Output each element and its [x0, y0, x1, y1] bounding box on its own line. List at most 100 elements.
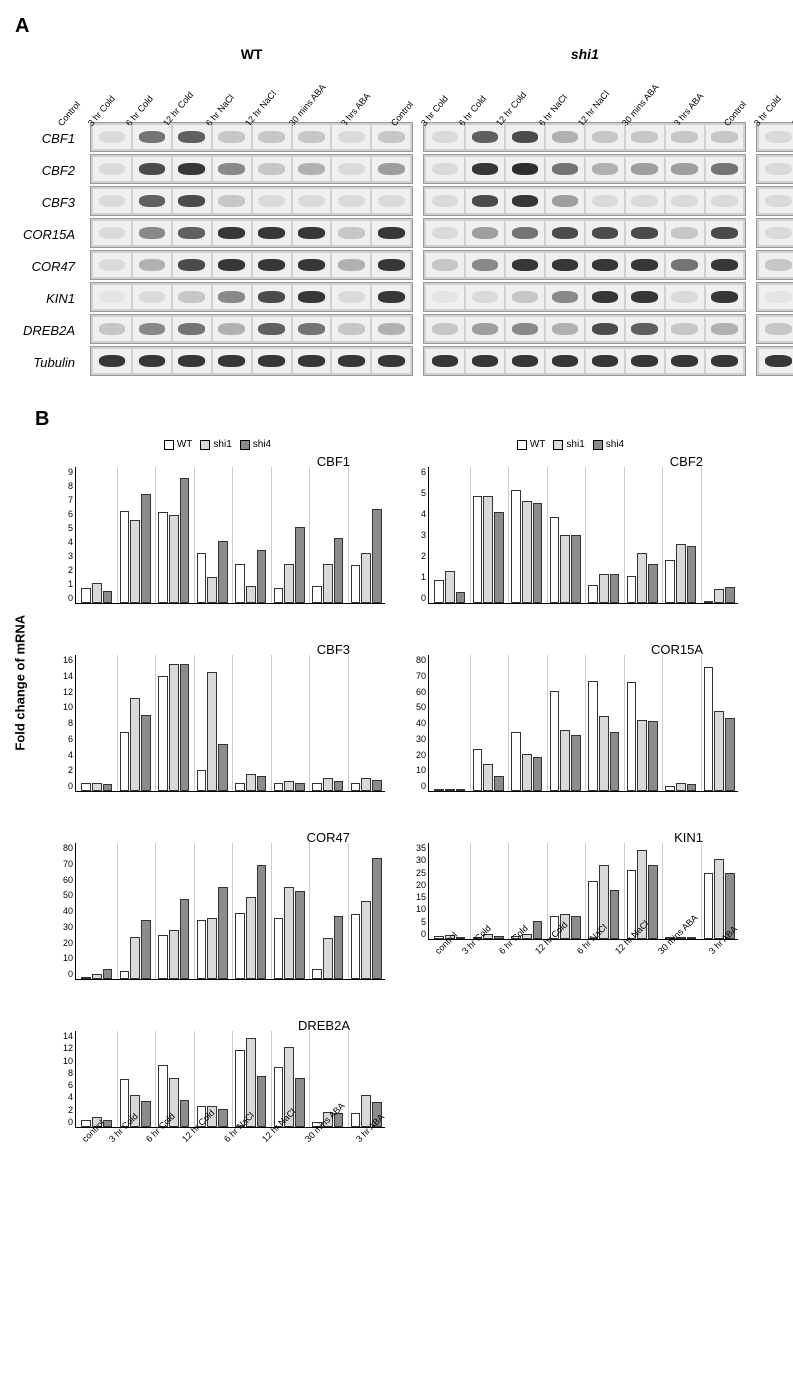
- blot-band: [293, 189, 331, 213]
- bar: [610, 732, 620, 792]
- bar-group: [662, 655, 697, 791]
- y-tick: 20: [401, 880, 426, 890]
- bar: [197, 920, 207, 980]
- bar-group: [624, 467, 659, 603]
- blot-band: [706, 285, 744, 309]
- blot-band: [332, 125, 370, 149]
- bar: [207, 672, 217, 791]
- chart: 80706050403020100COR47: [45, 815, 390, 995]
- chart: WTshi1shi46543210CBF2: [398, 439, 743, 619]
- plot-area: 1614121086420: [75, 655, 385, 792]
- bar: [92, 783, 102, 792]
- legend-swatch: [240, 440, 250, 450]
- blot-band: [93, 253, 131, 277]
- bar: [218, 1109, 228, 1128]
- bar: [312, 586, 322, 603]
- blot-band: [586, 285, 624, 309]
- blot-band: [213, 125, 251, 149]
- blot-band: [506, 221, 544, 245]
- blot-band: [546, 349, 584, 373]
- blot-band: [626, 189, 664, 213]
- blot-band: [506, 317, 544, 341]
- x-ticks: control3 hr Cold6 hr Cold12 hr Cold6 hr …: [429, 939, 738, 951]
- blot-band: [506, 189, 544, 213]
- y-tick: 10: [401, 904, 426, 914]
- legend-label: shi1: [213, 439, 231, 450]
- bar: [361, 778, 371, 791]
- bar: [257, 1076, 267, 1127]
- chart-title: CBF2: [670, 454, 703, 469]
- genotype-header: shi1: [423, 46, 746, 62]
- bar: [665, 786, 675, 791]
- bar-group: [309, 843, 344, 979]
- genotype-column: WTControl3 hr Cold6 hr Cold12 hr Cold6 h…: [90, 46, 413, 378]
- blot-band: [93, 285, 131, 309]
- blot-grid: CBF1CBF2CBF3COR15ACOR47KIN1DREB2ATubulin…: [15, 46, 778, 378]
- blot-band: [426, 285, 464, 309]
- legend-item: shi1: [553, 439, 584, 450]
- blot-band: [293, 349, 331, 373]
- bar: [483, 764, 493, 791]
- bar: [81, 977, 91, 979]
- legend-label: shi4: [253, 439, 271, 450]
- blot-band: [426, 317, 464, 341]
- bar: [676, 783, 686, 792]
- bar: [141, 494, 151, 603]
- bar: [560, 730, 570, 791]
- y-tick: 20: [48, 938, 73, 948]
- genotype-column: shi4Control3 hr Cold6 hr Cold12 hr Cold6…: [756, 46, 793, 378]
- blot-band: [546, 125, 584, 149]
- bar-group: [508, 655, 543, 791]
- blot-band: [426, 125, 464, 149]
- plot-area: 14121086420control3 hr Cold6 hr Cold12 h…: [75, 1031, 385, 1128]
- blot-band: [759, 285, 793, 309]
- blot-band: [586, 253, 624, 277]
- blot-band: [546, 317, 584, 341]
- bar-group: [79, 1031, 113, 1127]
- y-tick: 12: [48, 687, 73, 697]
- blot-band: [666, 221, 704, 245]
- blot-band: [586, 189, 624, 213]
- blot-band: [546, 285, 584, 309]
- bar: [141, 920, 151, 980]
- y-tick: 12: [48, 1043, 73, 1053]
- bar-group: [232, 843, 267, 979]
- x-ticks: control3 hr Cold6 hr Cold12 hr Cold6 hr …: [76, 1127, 385, 1139]
- bar: [533, 757, 543, 791]
- y-tick: 8: [48, 481, 73, 491]
- blot-row: [423, 250, 746, 280]
- blot-band: [706, 189, 744, 213]
- gene-label: DREB2A: [15, 314, 80, 346]
- blot-band: [466, 349, 504, 373]
- bar-group: [155, 843, 190, 979]
- blot-band: [626, 221, 664, 245]
- y-tick: 0: [48, 593, 73, 603]
- y-tick: 8: [48, 1068, 73, 1078]
- blot-band: [586, 125, 624, 149]
- bar: [141, 715, 151, 792]
- legend-swatch: [517, 440, 527, 450]
- legend-label: shi1: [566, 439, 584, 450]
- blot-band: [173, 285, 211, 309]
- y-tick: 4: [48, 537, 73, 547]
- blot-band: [293, 285, 331, 309]
- plot-area: 9876543210: [75, 467, 385, 604]
- blot-band: [213, 157, 251, 181]
- bar: [588, 681, 598, 792]
- bar: [610, 574, 620, 603]
- blot-band: [332, 157, 370, 181]
- panel-b: B Fold change of mRNA WTshi1shi498765432…: [15, 408, 778, 1183]
- blot-band: [586, 317, 624, 341]
- y-ticks: 1614121086420: [48, 655, 73, 791]
- y-tick: 4: [48, 1092, 73, 1102]
- bar-group: [309, 655, 344, 791]
- blot-band: [213, 285, 251, 309]
- y-tick: 70: [48, 859, 73, 869]
- y-tick: 10: [401, 765, 426, 775]
- bar: [473, 749, 483, 792]
- bar-group: [79, 467, 113, 603]
- bar: [627, 576, 637, 603]
- bar-group: [194, 655, 229, 791]
- bar: [235, 913, 245, 979]
- blot-band: [506, 253, 544, 277]
